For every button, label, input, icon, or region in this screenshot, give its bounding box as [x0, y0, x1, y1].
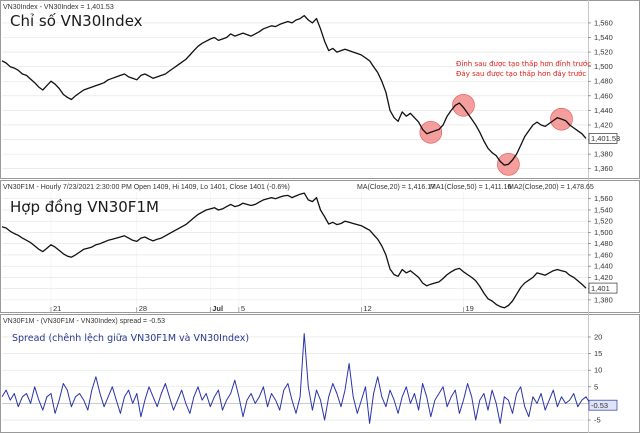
vn30f1m-title: Hợp đồng VN30F1M	[10, 198, 159, 216]
indicator-ma200: MA2(Close,200) = 1,478.65	[508, 184, 594, 191]
y-tick-label: 5	[594, 382, 598, 391]
x-tick-label: Jul	[212, 304, 223, 313]
vn30f1m-header: VN30F1M - Hourly 7/23/2021 2:30:00 PM Op…	[3, 184, 290, 191]
spread-title: Spread (chênh lệch giữa VN30F1M và VN30I…	[12, 333, 249, 344]
y-tick-label: -5	[594, 416, 601, 425]
y-tick-label: 1,520	[594, 48, 613, 57]
x-tick-label: 12	[363, 304, 371, 313]
y-tick-label: 1,500	[594, 228, 613, 237]
y-tick-label: 1,380	[594, 295, 613, 304]
y-tick-label: 1,460	[594, 250, 613, 259]
y-tick-label: 20	[594, 332, 602, 341]
spread-header: VN30F1M - (VN30F1M - VN30Index) spread =…	[3, 318, 165, 325]
series-line-spread	[1, 333, 595, 424]
y-tick-label: 1,500	[594, 62, 613, 71]
y-tick-label: 1,560	[594, 194, 613, 203]
series-line-vn30index	[1, 14, 587, 166]
x-tick-label: 5	[241, 304, 245, 313]
line-layer	[1, 14, 595, 424]
highlight-circle	[452, 93, 475, 117]
y-tick-label: 1,480	[594, 239, 613, 248]
vn30index-title: Chỉ số VN30Index	[10, 12, 143, 30]
last-value-label: 1,401.53	[591, 134, 620, 143]
y-tick-label: 1,420	[594, 273, 613, 282]
x-tick-label: 19	[465, 304, 473, 313]
x-tick-label: 21	[53, 304, 61, 313]
vn30index-header: VN30Index - VN30Index = 1,401.53	[3, 4, 114, 11]
y-tick-label: 1,420	[594, 120, 613, 129]
y-tick-label: 1,360	[594, 164, 613, 173]
y-tick-label: 1,480	[594, 77, 613, 86]
y-tick-label: 1,460	[594, 91, 613, 100]
y-tick-label: 1,560	[594, 18, 613, 27]
tick-layer: 1,560 1,540 1,520 1,500 1,480 1,460 1,440 1,420…	[50, 18, 620, 425]
last-value-box	[588, 133, 618, 144]
y-tick-label: 1,440	[594, 262, 613, 271]
last-value-label: 1,401	[591, 284, 610, 293]
y-tick-label: 10	[594, 366, 602, 375]
indicator-ma50: MA1(Close,50) = 1,411.10	[430, 184, 511, 191]
y-tick-label: 1,440	[594, 106, 613, 115]
last-value-box	[588, 399, 618, 411]
y-tick-label: 15	[594, 349, 602, 358]
annotation-trough: Đáy sau được tạo thấp hơn đáy trước	[456, 70, 586, 78]
annotation-peak: Đỉnh sau được tạo thấp hơn đỉnh trước	[456, 60, 591, 68]
last-value-box	[588, 282, 618, 294]
last-value-label: -0.53	[591, 401, 608, 410]
y-tick-label: 1,540	[594, 33, 613, 42]
circle-layer	[419, 93, 573, 176]
indicator-ma20: MA(Close,20) = 1,416.17	[357, 184, 435, 191]
series-line-vn30f1m	[1, 192, 587, 309]
x-tick-label: 28	[139, 304, 147, 313]
grid-layer	[2, 22, 588, 421]
y-tick-label: 1,380	[594, 150, 613, 159]
y-tick-label: 1,520	[594, 217, 613, 226]
y-tick-label: 1,540	[594, 205, 613, 214]
